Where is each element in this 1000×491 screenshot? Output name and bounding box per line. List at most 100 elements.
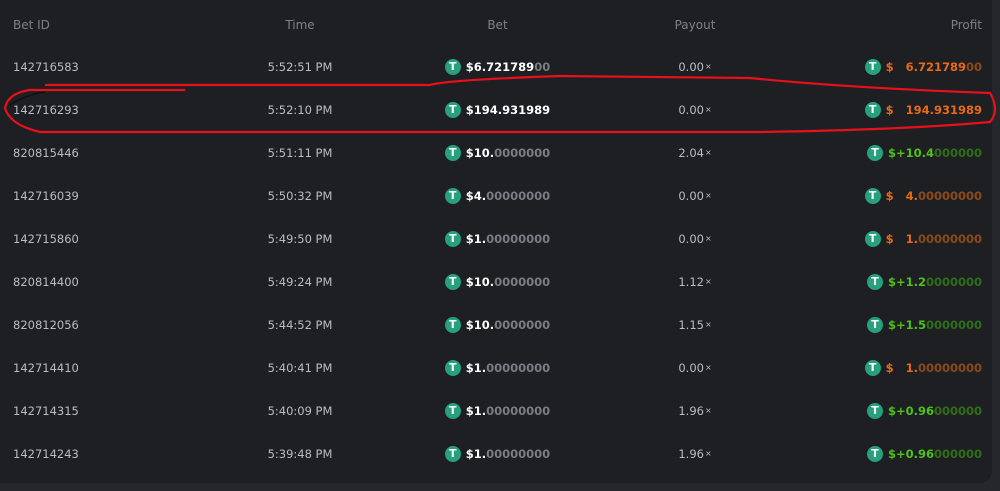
bet-time: 5:39:48 PM bbox=[267, 446, 333, 461]
table-row[interactable]: 142716583 5:52:51 PM T $6.721789 00 0.00 × … bbox=[0, 45, 992, 88]
header-profit: Profit bbox=[950, 17, 982, 32]
table-row[interactable]: 142715860 5:49:50 PM T $1. 00000000 0.00 × … bbox=[0, 217, 992, 260]
tether-usdt-icon: T bbox=[866, 273, 883, 290]
profit-value: 0.96 bbox=[905, 403, 934, 418]
table-row[interactable]: 142714243 5:39:48 PM T $1. 00000000 1.96 × … bbox=[0, 432, 992, 475]
tether-usdt-icon: T bbox=[864, 230, 881, 247]
profit-trailing: 000000 bbox=[933, 446, 982, 461]
tether-usdt-icon: T bbox=[444, 316, 461, 333]
bet-time: 5:51:11 PM bbox=[267, 145, 333, 160]
profit-value: 10.4 bbox=[905, 145, 934, 160]
table-row[interactable]: 142714315 5:40:09 PM T $1. 00000000 1.96 × … bbox=[0, 389, 992, 432]
table-row[interactable]: 142716293 5:52:10 PM T $194.931989 0.00 × … bbox=[0, 88, 992, 131]
bet-history-table: Bet ID Time Bet Payout Profit 142716583 … bbox=[0, 3, 992, 475]
multiplier-sign: × bbox=[704, 363, 712, 372]
header-payout: Payout bbox=[674, 17, 716, 32]
bet-amount-trailing: 0000000 bbox=[494, 274, 551, 289]
bet-id[interactable]: 142716583 bbox=[13, 59, 79, 74]
payout-value: 0.00 bbox=[678, 188, 704, 203]
payout-value: 1.12 bbox=[678, 274, 704, 289]
table-row[interactable]: 820815446 5:51:11 PM T $10. 0000000 2.04 × … bbox=[0, 131, 992, 174]
profit-trailing: 00 bbox=[965, 59, 982, 74]
profit-trailing: 00000000 bbox=[917, 231, 982, 246]
profit: T $+ 1.5 0000000 bbox=[866, 303, 982, 346]
profit: T $+ 0.96 000000 bbox=[866, 432, 982, 475]
bet-amount: T $10. 0000000 bbox=[420, 131, 575, 174]
profit-value: 4. bbox=[905, 188, 918, 203]
bet-time: 5:52:51 PM bbox=[267, 59, 333, 74]
table-row[interactable]: 142714410 5:40:41 PM T $1. 00000000 0.00 × … bbox=[0, 346, 992, 389]
profit-currency: $+ bbox=[887, 446, 906, 461]
bet-time: 5:49:24 PM bbox=[267, 274, 333, 289]
bet-time: 5:50:32 PM bbox=[267, 188, 333, 203]
bet-amount: T $4. 00000000 bbox=[420, 174, 575, 217]
multiplier-sign: × bbox=[704, 234, 712, 243]
profit: T $1. 00000000 bbox=[864, 217, 982, 260]
payout: 2.04 × bbox=[625, 131, 765, 174]
profit-value: 1. bbox=[905, 360, 918, 375]
table-row[interactable]: 820812056 5:44:52 PM T $10. 0000000 1.15 × … bbox=[0, 303, 992, 346]
table-row[interactable]: 820814400 5:49:24 PM T $10. 0000000 1.12 × … bbox=[0, 260, 992, 303]
profit-currency: $+ bbox=[887, 145, 906, 160]
bet-id[interactable]: 142716039 bbox=[13, 188, 79, 203]
profit-currency: $ bbox=[885, 59, 894, 74]
profit-currency: $ bbox=[885, 360, 894, 375]
multiplier-sign: × bbox=[704, 148, 712, 157]
payout-value: 0.00 bbox=[678, 59, 704, 74]
bet-time: 5:40:09 PM bbox=[267, 403, 333, 418]
bet-amount: T $10. 0000000 bbox=[420, 303, 575, 346]
profit: T $194.931989 bbox=[864, 88, 982, 131]
multiplier-sign: × bbox=[704, 277, 712, 286]
bet-amount-trailing: 00000000 bbox=[486, 231, 551, 246]
bet-time: 5:52:10 PM bbox=[267, 102, 333, 117]
bet-id[interactable]: 820815446 bbox=[13, 145, 79, 160]
bet-id[interactable]: 820812056 bbox=[13, 317, 79, 332]
bet-amount: T $1. 00000000 bbox=[420, 389, 575, 432]
header-bet-id: Bet ID bbox=[13, 17, 50, 32]
profit-value: 1.5 bbox=[905, 317, 926, 332]
payout-value: 1.15 bbox=[678, 317, 704, 332]
profit-trailing: 000000 bbox=[933, 403, 982, 418]
bet-time: 5:40:41 PM bbox=[267, 360, 333, 375]
tether-usdt-icon: T bbox=[444, 230, 461, 247]
bet-id[interactable]: 142714315 bbox=[13, 403, 79, 418]
bet-id[interactable]: 142715860 bbox=[13, 231, 79, 246]
tether-usdt-icon: T bbox=[866, 402, 883, 419]
bet-time: 5:49:50 PM bbox=[267, 231, 333, 246]
profit-value: 6.721789 bbox=[905, 59, 966, 74]
tether-usdt-icon: T bbox=[444, 402, 461, 419]
payout: 0.00 × bbox=[625, 174, 765, 217]
table-header: Bet ID Time Bet Payout Profit bbox=[0, 3, 992, 46]
payout: 1.15 × bbox=[625, 303, 765, 346]
multiplier-sign: × bbox=[704, 191, 712, 200]
multiplier-sign: × bbox=[704, 449, 712, 458]
payout: 1.12 × bbox=[625, 260, 765, 303]
payout-value: 2.04 bbox=[678, 145, 704, 160]
payout: 0.00 × bbox=[625, 346, 765, 389]
bet-id[interactable]: 820814400 bbox=[13, 274, 79, 289]
profit: T $4. 00000000 bbox=[864, 174, 982, 217]
bet-amount-value: $10. bbox=[465, 274, 495, 289]
tether-usdt-icon: T bbox=[866, 445, 883, 462]
multiplier-sign: × bbox=[704, 320, 712, 329]
payout: 0.00 × bbox=[625, 217, 765, 260]
header-time: Time bbox=[285, 17, 315, 32]
payout: 0.00 × bbox=[625, 88, 765, 131]
profit-currency: $+ bbox=[887, 403, 906, 418]
bet-id[interactable]: 142716293 bbox=[13, 102, 79, 117]
profit-trailing: 00000000 bbox=[917, 188, 982, 203]
profit-trailing: 000000 bbox=[933, 145, 982, 160]
bet-amount: T $1. 00000000 bbox=[420, 346, 575, 389]
bet-id[interactable]: 142714243 bbox=[13, 446, 79, 461]
tether-usdt-icon: T bbox=[444, 58, 461, 75]
payout-value: 0.00 bbox=[678, 360, 704, 375]
profit-currency: $ bbox=[885, 102, 894, 117]
payout-value: 0.00 bbox=[678, 231, 704, 246]
bet-amount-value: $194.931989 bbox=[465, 102, 551, 117]
tether-usdt-icon: T bbox=[444, 359, 461, 376]
bet-id[interactable]: 142714410 bbox=[13, 360, 79, 375]
multiplier-sign: × bbox=[704, 105, 712, 114]
table-row[interactable]: 142716039 5:50:32 PM T $4. 00000000 0.00 × … bbox=[0, 174, 992, 217]
multiplier-sign: × bbox=[704, 406, 712, 415]
tether-usdt-icon: T bbox=[444, 445, 461, 462]
